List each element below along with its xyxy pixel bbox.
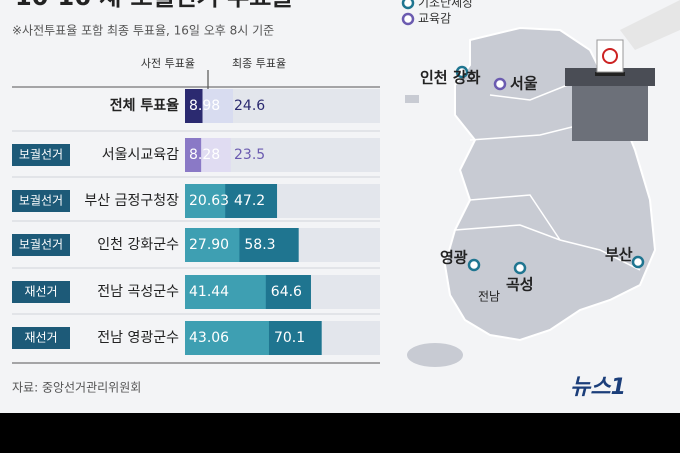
map-marker	[513, 261, 527, 275]
map-marker	[493, 77, 507, 91]
tag-box	[12, 190, 70, 212]
bar-early	[185, 228, 240, 262]
map-label: 곡성	[506, 276, 534, 294]
map-label: 부산	[605, 246, 633, 264]
subtitle: ※사전투표율 포함 최종 투표율, 16일 오후 8시 기준	[12, 24, 274, 38]
tag: 보궐선거	[19, 148, 63, 162]
value-label: 64.6	[271, 284, 302, 300]
category-label: 인천 강화군수	[97, 237, 179, 253]
logo: 뉴스1	[570, 375, 626, 400]
bar-early	[185, 138, 202, 172]
title: 10·16 재·보궐선거 투표율	[15, 0, 293, 11]
value-label: 27.90	[189, 237, 229, 253]
value-label: 23.5	[234, 147, 265, 163]
legend-label: 사전 투표율	[141, 57, 195, 70]
bar-early	[185, 89, 203, 123]
value-label: 58.3	[244, 237, 275, 253]
ballot-box	[565, 0, 680, 141]
value-label: 41.44	[189, 284, 229, 300]
map-marker	[455, 65, 469, 79]
legend-marker	[401, 0, 415, 10]
tag: 보궐선거	[19, 238, 63, 252]
value-label: 47.2	[234, 193, 265, 209]
tag: 재선거	[24, 331, 57, 345]
tag-box	[12, 281, 70, 303]
category-label: 전남 영광군수	[97, 330, 179, 346]
tag-box	[12, 144, 70, 166]
map-legend: 기초단체장	[418, 0, 473, 10]
legend-marker	[401, 12, 415, 26]
map-label: 인천 강화	[420, 69, 481, 87]
category-label: 부산 금정구청장	[84, 193, 179, 209]
tag-box	[12, 327, 70, 349]
value-label: 8.98	[189, 98, 220, 114]
category-label: 서울시교육감	[102, 147, 179, 163]
category-label: 전체 투표율	[110, 97, 179, 114]
map-marker	[467, 258, 481, 272]
tag: 재선거	[24, 285, 57, 299]
value-label: 43.06	[189, 330, 229, 346]
category-label: 전남 곡성군수	[97, 284, 179, 300]
map-label: 전남	[478, 290, 500, 304]
value-label: 8.28	[189, 147, 220, 163]
tag-box	[12, 234, 70, 256]
bar-early	[185, 184, 226, 218]
bar-early	[185, 321, 269, 355]
map-marker	[631, 255, 645, 269]
value-label: 24.6	[234, 98, 265, 114]
footer-band	[0, 413, 680, 453]
map-label: 영광	[440, 249, 468, 267]
tag: 보궐선거	[19, 194, 63, 208]
map-label: 서울	[510, 75, 538, 93]
value-label: 20.63	[189, 193, 229, 209]
source: 자료: 중앙선거관리위원회	[12, 381, 141, 395]
bar-early	[185, 275, 266, 309]
value-label: 70.1	[274, 330, 305, 346]
legend-label: 최종 투표율	[232, 57, 286, 70]
map-legend: 교육감	[418, 12, 451, 26]
